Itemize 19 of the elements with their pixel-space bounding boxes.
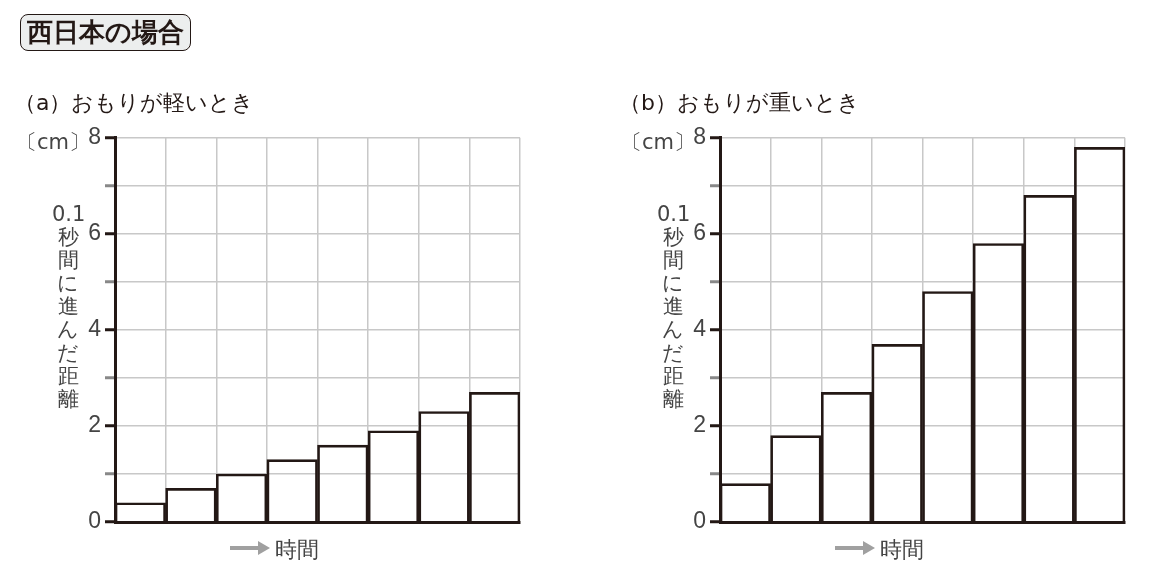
y-tick-label: 0 [88,507,101,534]
text: 〔cm〕 [621,130,695,156]
y-tick-label: 6 [693,219,706,246]
y-tick-label: 8 [693,123,706,150]
y-tick-label: 0 [693,507,706,534]
y-tick-label: 8 [88,123,101,150]
y-tick-label: 4 [88,315,102,342]
chart-subtitle: （a）おもりが軽いとき [14,89,255,117]
text: 〔cm〕 [16,130,90,156]
y-tick-label: 2 [88,411,101,438]
y-tick-label: 4 [693,315,707,342]
chart-title: 西日本の場合 [20,14,191,51]
y-tick-label: 6 [88,219,101,246]
chart-subtitle: （b）おもりが重いとき [619,89,860,117]
text: 0.1秒間に進んだ距離 [52,202,86,411]
x-axis-title: 時間 [880,536,924,564]
y-tick-label: 2 [693,411,706,438]
text: 0.1秒間に進んだ距離 [657,202,691,411]
x-axis-title: 時間 [275,536,319,564]
